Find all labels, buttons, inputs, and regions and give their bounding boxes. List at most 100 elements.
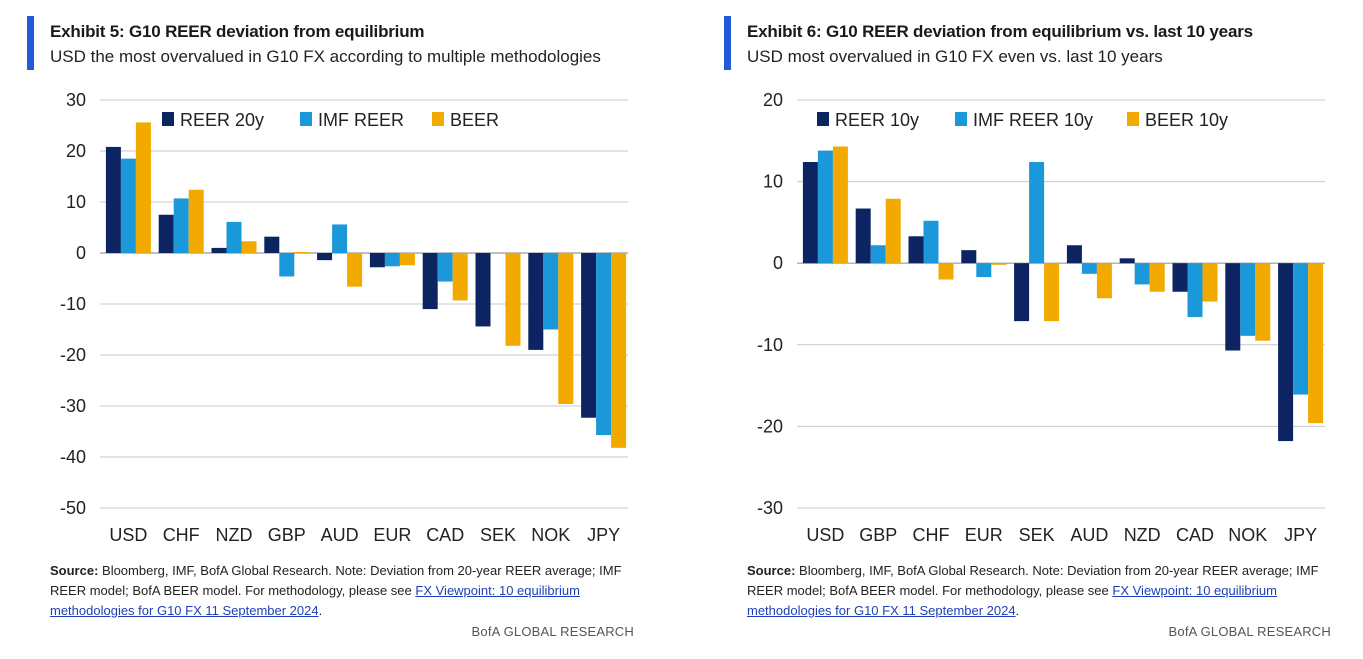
bar-jpy-reer-20y (581, 253, 597, 418)
chart-subtitle: USD the most overvalued in G10 FX accord… (50, 47, 601, 66)
legend-label: REER 20y (180, 110, 264, 130)
x-tick-label: AUD (1070, 525, 1108, 545)
bar-sek-reer-10y (1014, 263, 1030, 322)
y-tick-label: -40 (60, 447, 86, 467)
bar-aud-reer-10y (1066, 245, 1082, 264)
chart-title: Exhibit 6: G10 REER deviation from equil… (747, 22, 1253, 41)
source-text: Bloomberg, IMF, BofA Global Research. No… (50, 563, 622, 598)
bar-gbp-imf-reer (279, 253, 295, 277)
y-tick-label: -20 (60, 345, 86, 365)
x-tick-label: USD (806, 525, 844, 545)
bar-nok-reer-10y (1225, 263, 1241, 351)
legend-label: IMF REER 10y (973, 110, 1093, 130)
y-tick-label: -10 (757, 335, 783, 355)
exhibit-5-panel: Exhibit 5: G10 REER deviation from equil… (0, 0, 640, 659)
methodology-link[interactable]: FX Viewpoint: 10 equilibrium methodologi… (747, 583, 1277, 618)
bar-gbp-beer (294, 251, 310, 253)
bar-gbp-imf-reer-10y (870, 245, 886, 264)
y-tick-label: 10 (66, 192, 86, 212)
bar-nzd-beer (241, 241, 257, 253)
footer-credit: BofA GLOBAL RESEARCH (1168, 624, 1331, 639)
title-accent-bar (27, 16, 34, 70)
bar-eur-imf-reer (384, 253, 400, 267)
bar-nzd-beer-10y (1149, 263, 1165, 292)
bar-cad-beer-10y (1202, 263, 1218, 302)
bar-sek-beer (505, 253, 521, 346)
bar-aud-reer-20y (317, 253, 333, 261)
source-end: . (1015, 603, 1020, 618)
y-tick-label: -30 (60, 396, 86, 416)
bar-cad-imf-reer-10y (1187, 263, 1203, 318)
legend-swatch (162, 112, 174, 126)
bar-aud-beer (347, 253, 363, 287)
exhibit-6-bar-chart: 20 10 0 -10 -20 -30 USD GBP CHF EUR SEK AUD NZD CAD NO… (757, 90, 1325, 545)
bar-cad-beer (452, 253, 468, 301)
bar-nzd-reer-20y (211, 247, 227, 253)
bar-sek-beer-10y (1044, 263, 1060, 322)
y-tick-label: -30 (757, 498, 783, 518)
bar-cad-reer-20y (422, 253, 438, 310)
bar-nzd-imf-reer (226, 221, 242, 253)
bar-chf-reer-10y (908, 236, 924, 264)
bar-chf-beer (188, 189, 204, 253)
x-tick-label: SEK (480, 525, 516, 545)
bar-usd-imf-reer (120, 158, 136, 253)
bar-chf-imf-reer (173, 198, 189, 253)
x-tick-label: CHF (163, 525, 200, 545)
x-tick-label: USD (109, 525, 147, 545)
source-text: Bloomberg, IMF, BofA Global Research. No… (747, 563, 1319, 598)
exhibit-6-panel: Exhibit 6: G10 REER deviation from equil… (697, 0, 1337, 659)
legend-swatch (1127, 112, 1139, 126)
exhibit-5-bar-chart: 30 20 10 0 -10 -20 -30 -40 -50 USD CHF NZD GBP AUD EUR… (60, 90, 628, 545)
bar-nok-beer-10y (1255, 263, 1271, 341)
bar-jpy-imf-reer-10y (1293, 263, 1309, 395)
x-tick-label: EUR (373, 525, 411, 545)
x-tick-label: JPY (1284, 525, 1317, 545)
x-tick-label: GBP (859, 525, 897, 545)
source-label: Source: (50, 563, 99, 578)
x-tick-label: EUR (965, 525, 1003, 545)
chart-subtitle: USD most overvalued in G10 FX even vs. l… (747, 47, 1163, 66)
methodology-link[interactable]: FX Viewpoint: 10 equilibrium methodologi… (50, 583, 580, 618)
y-tick-label: -50 (60, 498, 86, 518)
bar-aud-imf-reer-10y (1081, 263, 1097, 274)
title-accent-bar (724, 16, 731, 70)
bar-gbp-reer-20y (264, 236, 280, 253)
x-tick-label: AUD (321, 525, 359, 545)
legend-swatch (300, 112, 312, 126)
source-end: . (318, 603, 323, 618)
bar-nzd-imf-reer-10y (1134, 263, 1150, 285)
bar-usd-imf-reer-10y (817, 150, 833, 264)
x-tick-label: NOK (531, 525, 570, 545)
bar-usd-reer-10y (802, 162, 818, 264)
bar-cad-reer-10y (1172, 263, 1188, 292)
bar-eur-reer-10y (961, 250, 977, 264)
bar-aud-imf-reer (332, 224, 348, 253)
x-tick-label: JPY (587, 525, 620, 545)
y-tick-label: 10 (763, 172, 783, 192)
legend-swatch (432, 112, 444, 126)
bar-jpy-beer-10y (1308, 263, 1324, 424)
bar-jpy-reer-10y (1278, 263, 1294, 442)
source-note: Source: Bloomberg, IMF, BofA Global Rese… (747, 561, 1322, 621)
bar-gbp-reer-10y (855, 208, 871, 264)
x-tick-label: CAD (1176, 525, 1214, 545)
bar-usd-beer (135, 122, 151, 253)
y-tick-label: 0 (773, 253, 783, 273)
bar-chf-imf-reer-10y (923, 220, 939, 264)
x-tick-label: CHF (913, 525, 950, 545)
legend-label: BEER (450, 110, 499, 130)
bar-usd-reer-20y (105, 146, 121, 253)
bar-cad-imf-reer (437, 253, 453, 282)
chart-title: Exhibit 5: G10 REER deviation from equil… (50, 22, 425, 41)
bar-jpy-imf-reer (596, 253, 612, 436)
y-tick-label: -10 (60, 294, 86, 314)
x-tick-label: NOK (1228, 525, 1267, 545)
bar-nok-imf-reer-10y (1240, 263, 1256, 336)
bar-eur-imf-reer-10y (976, 263, 992, 278)
bar-jpy-beer (611, 253, 627, 448)
legend-swatch (955, 112, 967, 126)
legend-label: IMF REER (318, 110, 404, 130)
legend-label: REER 10y (835, 110, 919, 130)
footer-credit: BofA GLOBAL RESEARCH (471, 624, 634, 639)
